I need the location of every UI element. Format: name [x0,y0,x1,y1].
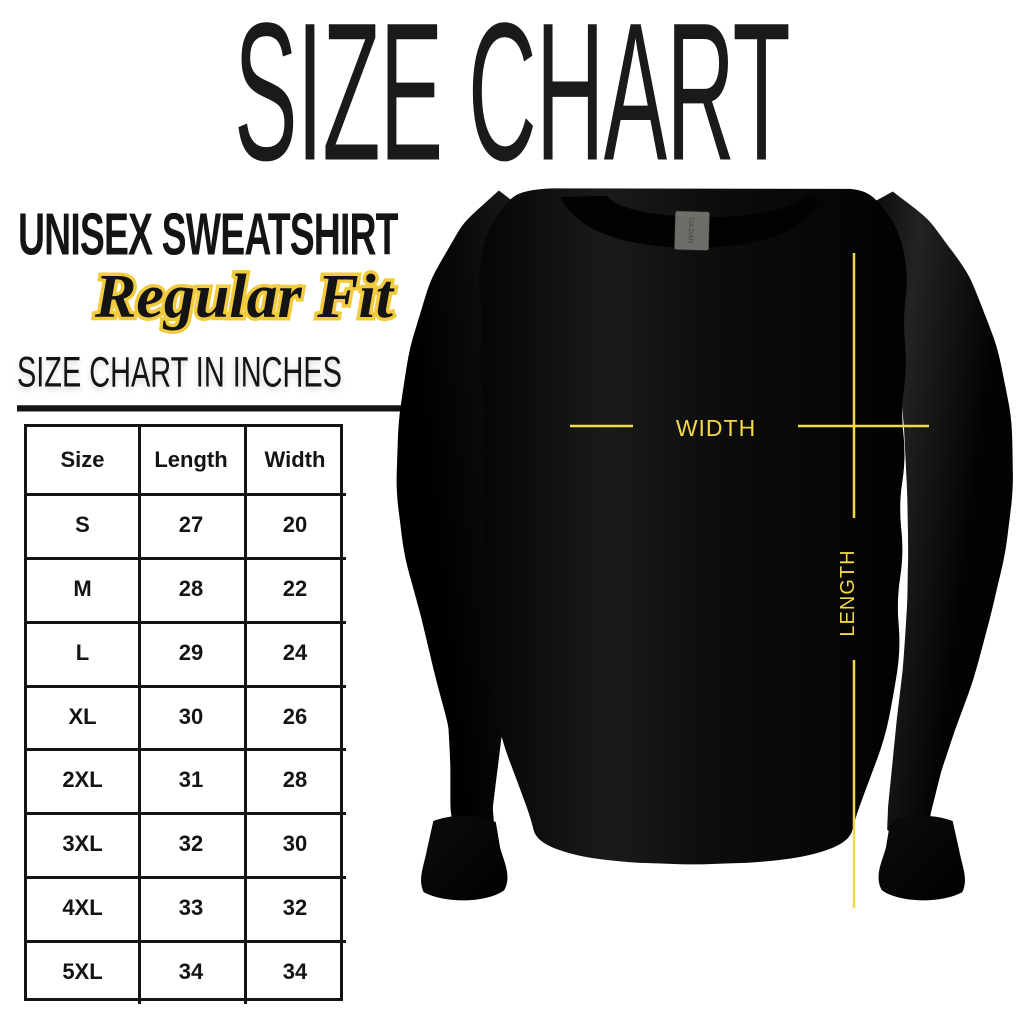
svg-text:LENGTH: LENGTH [837,549,859,636]
svg-text:WIDTH: WIDTH [676,415,756,441]
